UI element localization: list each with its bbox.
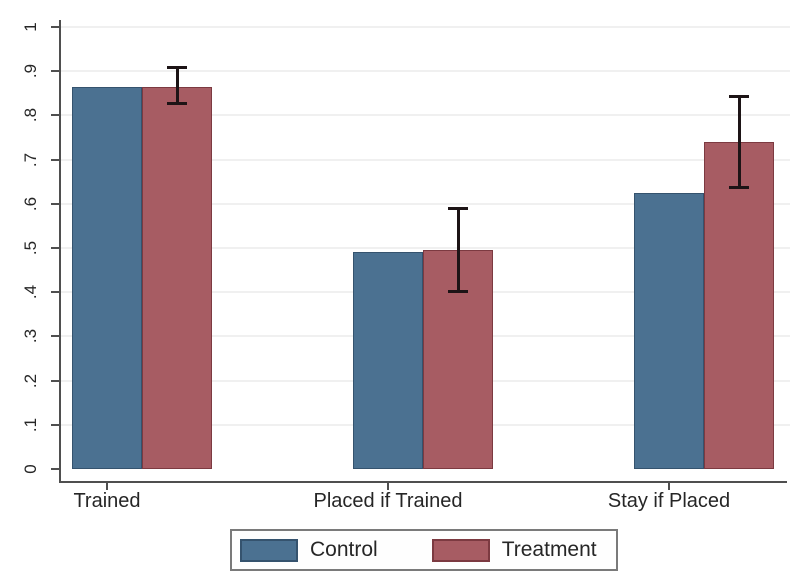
y-tick xyxy=(51,379,59,382)
legend-swatch-control xyxy=(240,538,298,562)
error-bar-cap-bottom xyxy=(167,102,187,106)
y-tick-label: .6 xyxy=(21,196,40,211)
y-tick xyxy=(51,335,59,338)
x-axis-category-label: Placed if Trained xyxy=(313,490,463,512)
x-tick xyxy=(106,483,108,490)
y-tick xyxy=(51,26,59,28)
error-bar-cap-bottom xyxy=(729,186,749,190)
x-axis-category-label: Stay if Placed xyxy=(607,490,731,512)
y-tick xyxy=(51,291,59,294)
bar-control xyxy=(634,192,704,469)
gridline xyxy=(61,114,790,117)
gridline xyxy=(61,158,790,161)
error-bar-cap-top xyxy=(167,65,187,69)
legend-label: Control xyxy=(310,538,378,561)
bar-treatment xyxy=(704,141,774,469)
bar-treatment xyxy=(142,86,212,469)
gridline xyxy=(61,70,790,73)
y-tick-label: .4 xyxy=(21,285,40,300)
y-tick-label: .1 xyxy=(21,417,40,432)
y-tick xyxy=(51,423,59,426)
legend-item-treatment: Treatment xyxy=(431,538,597,562)
y-tick xyxy=(51,114,59,117)
y-tick xyxy=(51,202,59,205)
error-bar-cap-bottom xyxy=(448,290,468,294)
y-tick xyxy=(51,247,59,249)
error-bar-cap-top xyxy=(729,94,749,98)
y-axis-line xyxy=(59,20,61,483)
gridline xyxy=(61,26,790,28)
gridline xyxy=(61,202,790,205)
error-bar-line xyxy=(456,208,460,293)
y-tick-label: .5 xyxy=(21,240,40,256)
x-tick xyxy=(668,483,670,490)
x-tick xyxy=(387,483,389,490)
y-tick-label: 0 xyxy=(21,464,40,474)
y-tick xyxy=(51,70,59,73)
error-bar-cap-top xyxy=(448,207,468,211)
y-tick-label: 1 xyxy=(21,22,40,32)
y-tick-label: .9 xyxy=(21,64,40,79)
y-tick-label: .8 xyxy=(21,108,40,123)
y-tick-label: .3 xyxy=(21,329,40,344)
legend-item-control: Control xyxy=(240,538,378,562)
gridline xyxy=(61,247,790,249)
legend-label: Treatment xyxy=(501,538,597,561)
y-tick-label: .7 xyxy=(21,152,40,167)
y-tick-label: .2 xyxy=(21,373,40,388)
legend-swatch-treatment xyxy=(431,538,490,562)
error-bar-line xyxy=(737,95,741,189)
error-bar-line xyxy=(175,66,179,105)
y-tick xyxy=(51,468,59,470)
x-axis-line xyxy=(60,481,787,483)
bar-control xyxy=(72,86,142,469)
x-axis-category-label: Trained xyxy=(73,490,141,512)
y-tick xyxy=(51,158,59,161)
legend: Control Treatment xyxy=(230,529,618,571)
bar-control xyxy=(353,252,423,469)
